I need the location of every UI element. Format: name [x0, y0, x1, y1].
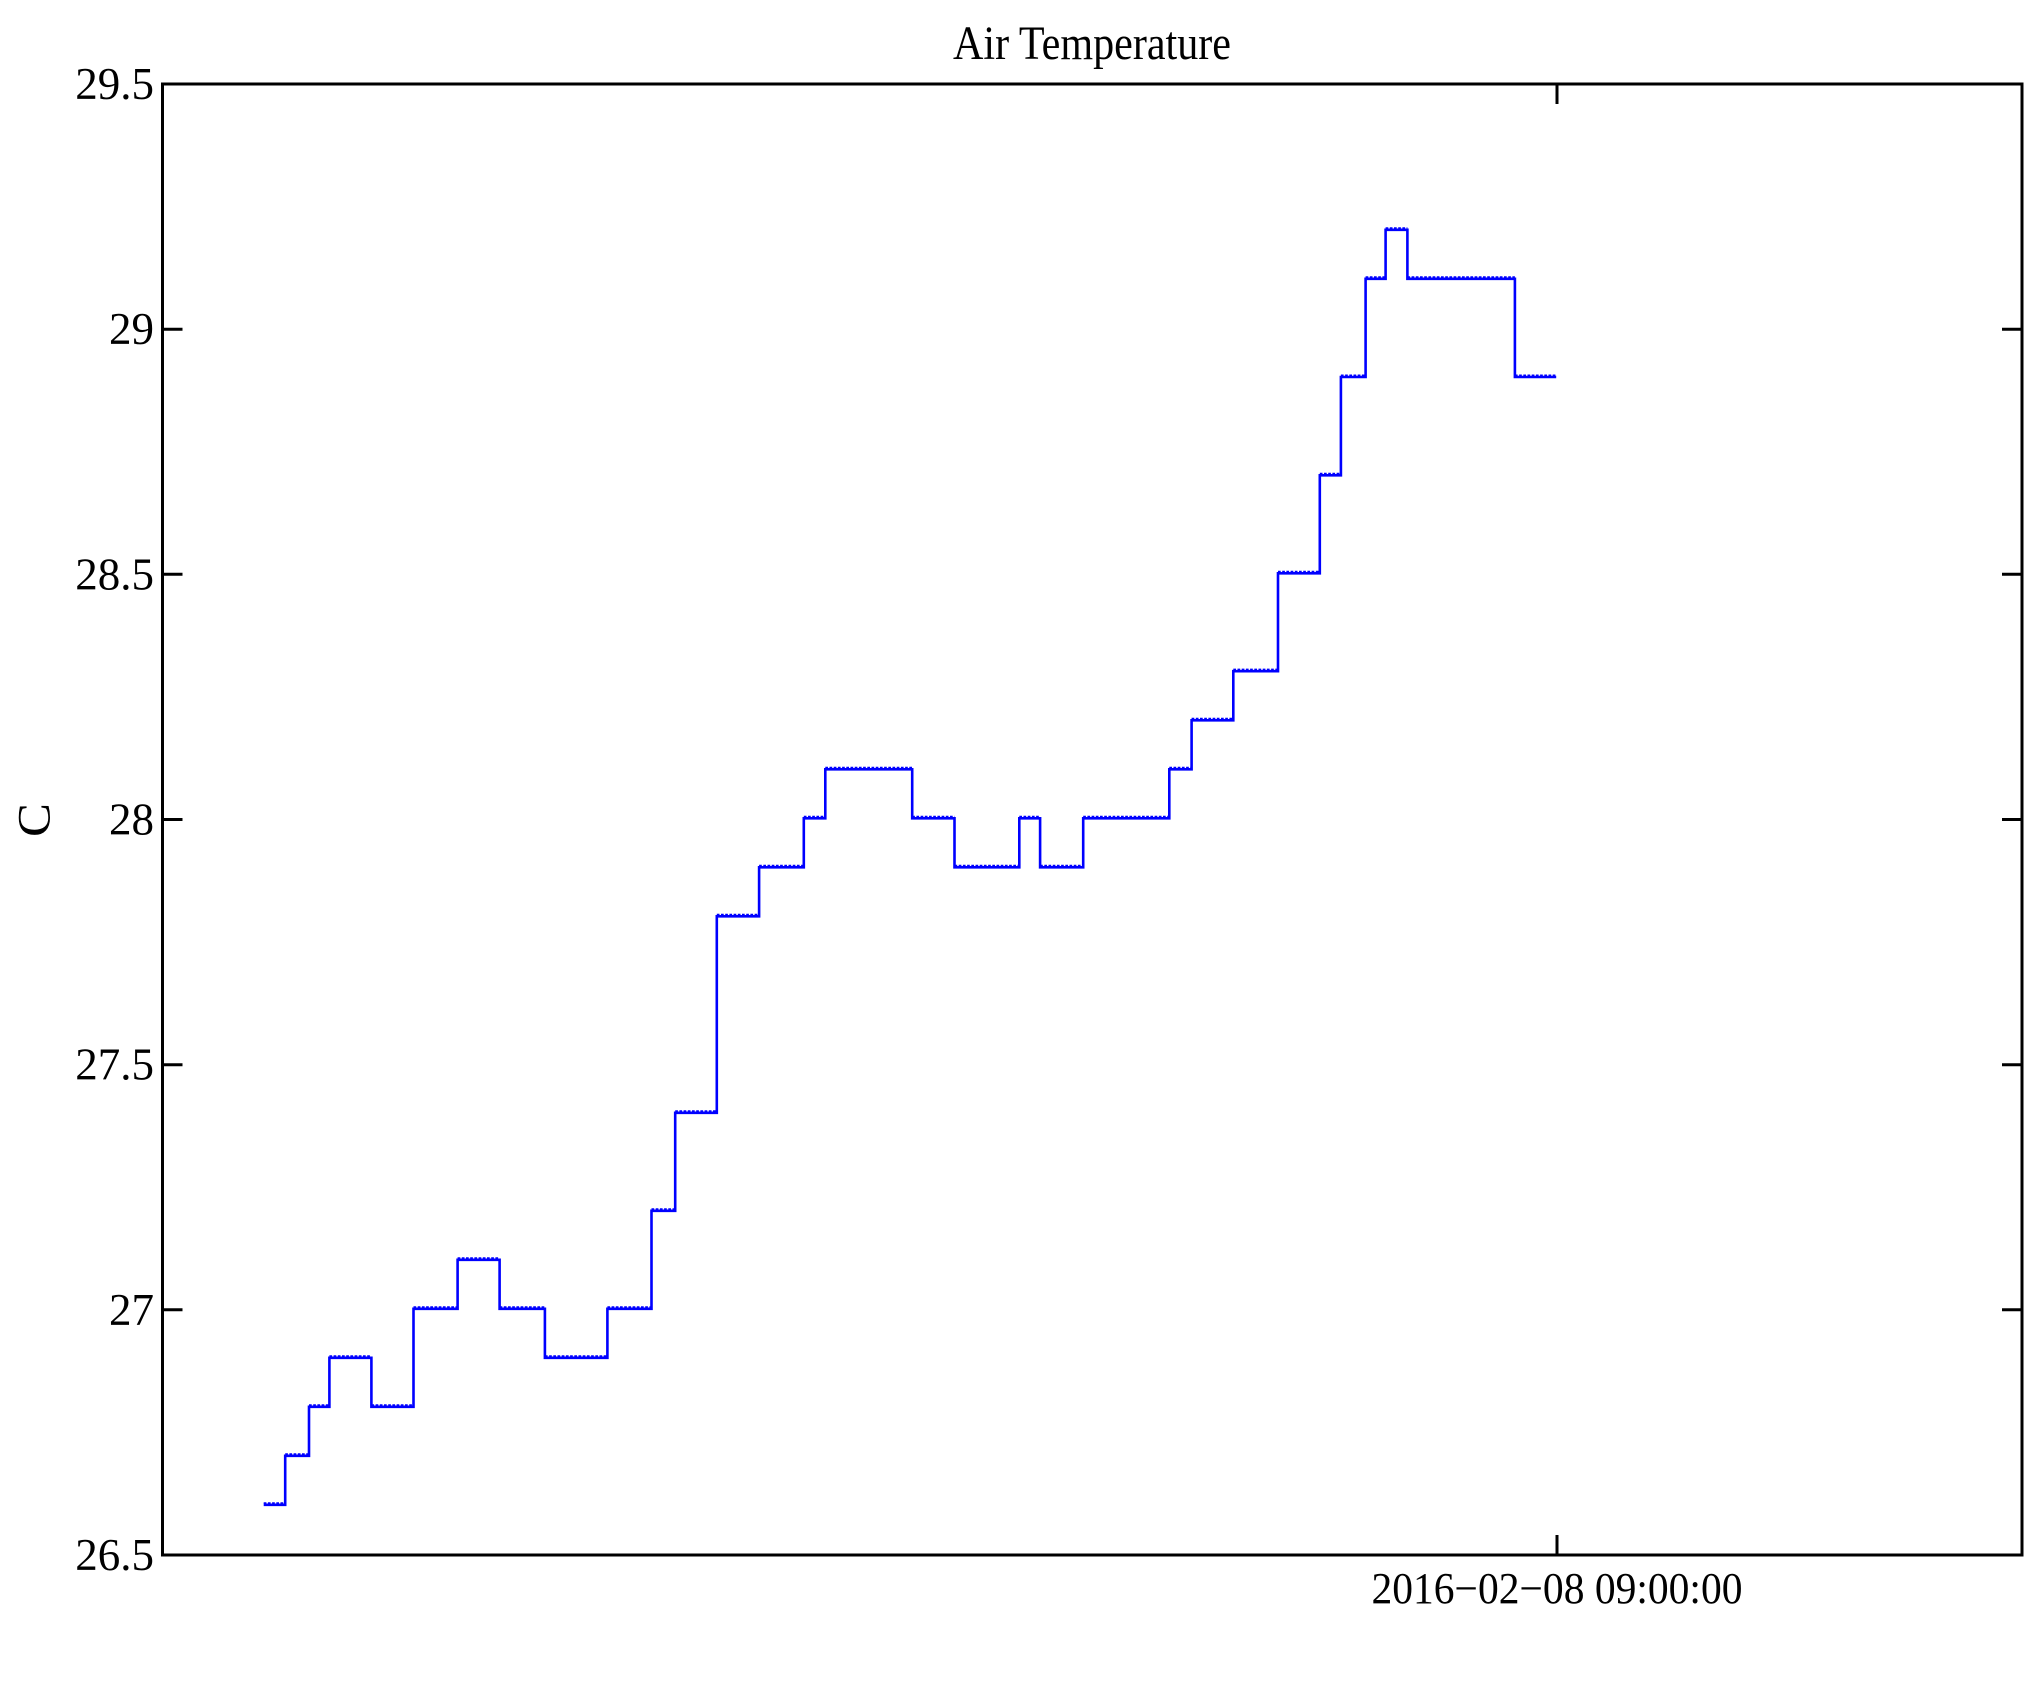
svg-text:28: 28: [109, 795, 154, 845]
svg-text:29.5: 29.5: [75, 59, 154, 109]
svg-text:28.5: 28.5: [75, 549, 154, 599]
svg-text:2016−02−08 09:00:00: 2016−02−08 09:00:00: [1372, 1564, 1743, 1613]
svg-text:27.5: 27.5: [75, 1040, 154, 1090]
svg-text:27: 27: [109, 1285, 154, 1335]
svg-text:29: 29: [109, 304, 154, 354]
svg-text:C: C: [9, 803, 61, 837]
svg-text:Air Temperature: Air Temperature: [953, 18, 1231, 70]
svg-text:26.5: 26.5: [75, 1530, 154, 1580]
